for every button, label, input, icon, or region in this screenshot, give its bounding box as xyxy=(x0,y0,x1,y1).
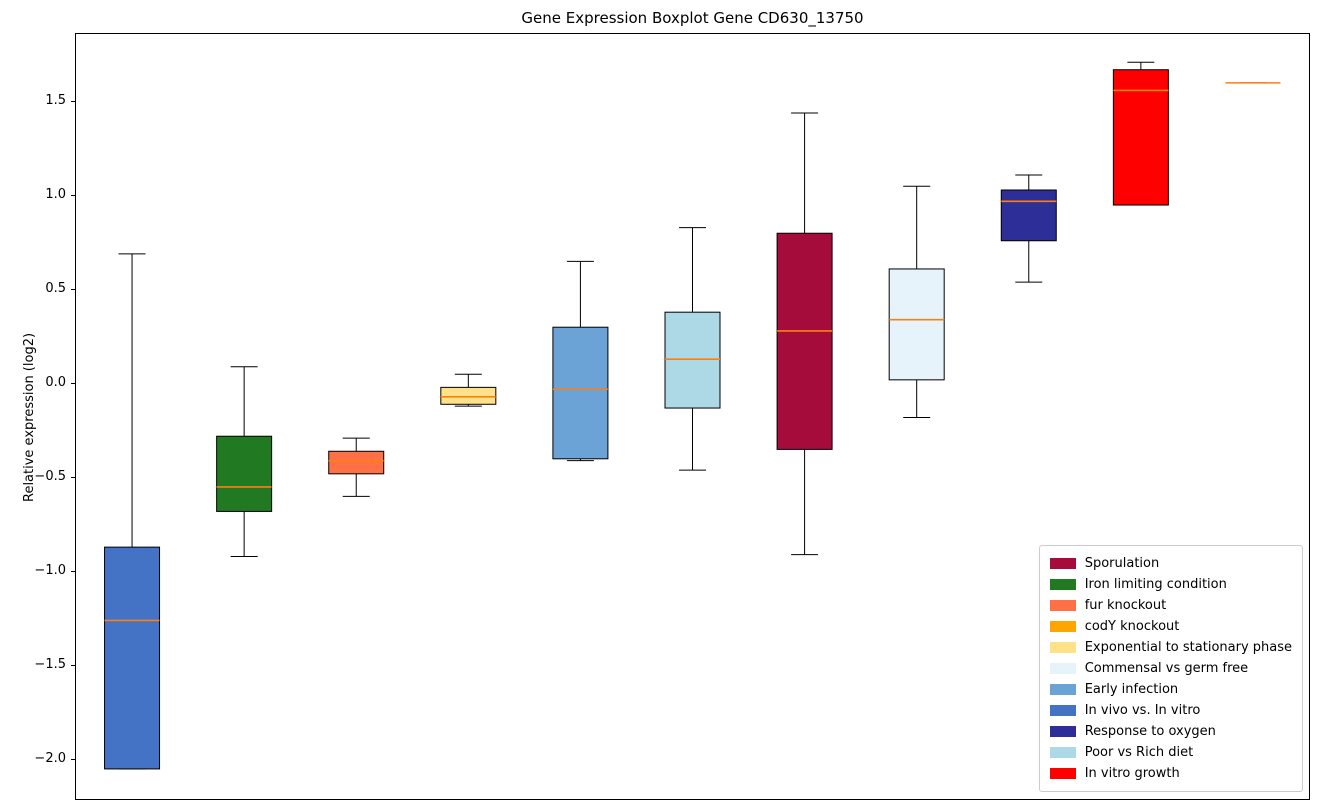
y-tick-label: 0.5 xyxy=(45,280,66,296)
legend-swatch xyxy=(1049,558,1076,569)
legend-item: Exponential to stationary phase xyxy=(1049,637,1292,658)
plot-area: Sporulation Iron limiting condition fur kn… xyxy=(75,33,1310,800)
box-in-vitro-growth xyxy=(1112,61,1169,206)
legend-swatch xyxy=(1049,621,1076,632)
y-tick-mark xyxy=(71,664,75,666)
y-tick-mark xyxy=(71,100,75,102)
box-response-to-oxygen xyxy=(1000,174,1057,283)
legend-label: Poor vs Rich diet xyxy=(1084,745,1194,760)
y-tick-label: −1.0 xyxy=(34,562,66,578)
y-tick-mark xyxy=(71,758,75,760)
box-in-vivo-vs-in-vitro xyxy=(104,253,161,770)
legend-item: Early infection xyxy=(1049,679,1292,700)
legend-swatch xyxy=(1049,747,1076,758)
legend-item: In vivo vs. In vitro xyxy=(1049,700,1292,721)
y-tick-mark xyxy=(71,382,75,384)
legend-swatch xyxy=(1049,768,1076,779)
y-tick-mark xyxy=(71,288,75,290)
y-tick-label: −0.5 xyxy=(34,468,66,484)
chart-title: Gene Expression Boxplot Gene CD630_13750 xyxy=(521,9,864,27)
legend-swatch xyxy=(1049,663,1076,674)
box-fur-knockout xyxy=(328,437,385,497)
legend-item: codY knockout xyxy=(1049,616,1292,637)
y-tick-label: −2.0 xyxy=(34,750,66,766)
legend-label: Exponential to stationary phase xyxy=(1084,640,1292,655)
legend-swatch xyxy=(1049,579,1076,590)
legend-label: codY knockout xyxy=(1084,619,1180,634)
y-tick-label: 1.0 xyxy=(45,186,66,202)
legend-item: In vitro growth xyxy=(1049,763,1292,784)
legend-swatch xyxy=(1049,684,1076,695)
legend-item: Poor vs Rich diet xyxy=(1049,742,1292,763)
box-poor-vs-rich-diet xyxy=(664,227,721,471)
legend-label: Iron limiting condition xyxy=(1084,577,1227,592)
legend-label: In vivo vs. In vitro xyxy=(1084,703,1201,718)
box-iron-limiting-condition xyxy=(216,366,273,558)
legend-swatch xyxy=(1049,600,1076,611)
legend-item: Sporulation xyxy=(1049,553,1292,574)
y-tick-label: 0.0 xyxy=(45,374,66,390)
legend-item: fur knockout xyxy=(1049,595,1292,616)
box-early-infection xyxy=(552,260,609,462)
box-commensal-vs-germ-free xyxy=(888,185,945,418)
legend-item: Response to oxygen xyxy=(1049,721,1292,742)
y-tick-mark xyxy=(71,476,75,478)
y-tick-label: −1.5 xyxy=(34,656,66,672)
legend-label: fur knockout xyxy=(1084,598,1167,613)
legend-label: Response to oxygen xyxy=(1084,724,1216,739)
legend: Sporulation Iron limiting condition fur kn… xyxy=(1038,545,1303,792)
legend-swatch xyxy=(1049,705,1076,716)
legend-label: Early infection xyxy=(1084,682,1179,697)
legend-item: Commensal vs germ free xyxy=(1049,658,1292,679)
legend-label: In vitro growth xyxy=(1084,766,1180,781)
boxplot-svg xyxy=(104,61,1281,770)
legend-item: Iron limiting condition xyxy=(1049,574,1292,595)
y-tick-mark xyxy=(71,194,75,196)
legend-label: Commensal vs germ free xyxy=(1084,661,1249,676)
box-sporulation xyxy=(776,112,833,556)
y-tick-mark xyxy=(71,570,75,572)
legend-swatch xyxy=(1049,642,1076,653)
legend-swatch xyxy=(1049,726,1076,737)
y-tick-label: 1.5 xyxy=(45,92,66,108)
box-exponential-to-stationary-phase xyxy=(440,373,497,407)
legend-label: Sporulation xyxy=(1084,556,1160,571)
